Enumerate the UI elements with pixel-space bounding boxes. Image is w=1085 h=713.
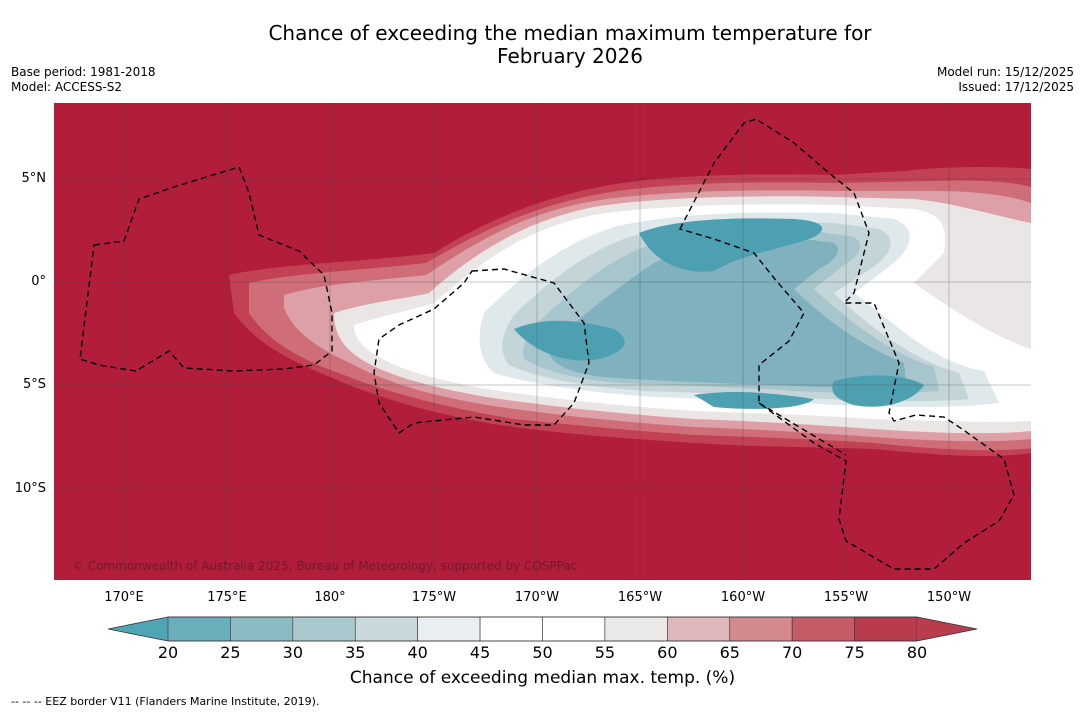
lon-tick-160w: 160°W <box>720 590 766 605</box>
metadata-right: Model run: 15/12/2025 Issued: 17/12/2025 <box>937 65 1074 95</box>
eez-phoenix <box>373 268 590 434</box>
lat-tick-5s: 5°S <box>22 377 46 392</box>
lat-tick-0: 0° <box>31 274 46 289</box>
colorbar-tick-40: 40 <box>407 643 428 662</box>
contour-20-south-2 <box>694 392 814 409</box>
lon-tick-155w: 155°W <box>823 590 869 605</box>
base-period: Base period: 1981-2018 <box>11 65 156 79</box>
colorbar-bin-45-50 <box>479 616 543 642</box>
lat-tick-5n: 5°N <box>21 171 47 186</box>
colorbar-label: Chance of exceeding median max. temp. (%… <box>349 668 736 688</box>
colorbar-tick-50: 50 <box>532 643 553 662</box>
colorbar-bin-70-75 <box>791 616 855 642</box>
map-panel: © Commonwealth of Australia 2025, Bureau… <box>54 103 1031 580</box>
colorbar-high-extend <box>917 617 977 641</box>
contour-25 <box>549 239 906 388</box>
title-line-2: February 2026 <box>497 44 643 68</box>
colorbar-tick-20: 20 <box>157 643 179 662</box>
colorbar-bin-75-80 <box>854 616 918 642</box>
colorbar <box>107 616 978 642</box>
copyright-notice: © Commonwealth of Australia 2025, Bureau… <box>72 559 577 573</box>
colorbar-bin-35-40 <box>354 616 418 642</box>
title-line-1: Chance of exceeding the median maximum t… <box>268 21 872 45</box>
colorbar-tick-80: 80 <box>906 643 928 662</box>
lon-tick-175e: 175°E <box>207 590 247 605</box>
model-run: Model run: 15/12/2025 <box>936 65 1074 79</box>
colorbar-tick-55: 55 <box>594 643 616 662</box>
colorbar-bin-25-30 <box>230 616 294 642</box>
eez-borders <box>79 118 1015 570</box>
eez-polynesia-link <box>758 402 847 456</box>
colorbar-tick-25: 25 <box>220 643 241 662</box>
colorbar-tick-30: 30 <box>282 643 303 662</box>
colorbar-bin-50-55 <box>542 616 606 642</box>
colorbar-tick-75: 75 <box>844 643 865 662</box>
lon-tick-170e: 170°E <box>104 590 144 605</box>
colorbar-tick-45: 45 <box>469 643 491 662</box>
colorbar-outline <box>107 616 978 642</box>
map-title: Chance of exceeding the median maximum t… <box>0 22 1085 68</box>
contour-20-south <box>514 320 625 361</box>
lon-tick-170w: 170°W <box>514 590 560 605</box>
colorbar-tick-35: 35 <box>345 643 366 662</box>
contour-20-east <box>832 375 924 407</box>
lon-tick-150w: 150°W <box>926 590 972 605</box>
lat-tick-10s: 10°S <box>14 481 46 496</box>
eez-tuvalu-kiribati-west <box>79 166 333 372</box>
eez-legend-note: -- -- -- EEZ border V11 (Flanders Marine… <box>11 695 320 708</box>
issued-date: Issued: 17/12/2025 <box>958 80 1074 94</box>
metadata-left: Base period: 1981-2018 Model: ACCESS-S2 <box>11 65 156 95</box>
colorbar-bin-60-65 <box>667 616 731 642</box>
contour-20-north <box>639 218 823 272</box>
colorbar-bin-40-45 <box>417 616 481 642</box>
colorbar-tick-65: 65 <box>719 643 740 662</box>
colorbar-tick-60: 60 <box>657 643 678 662</box>
lon-tick-175w: 175°W <box>411 590 457 605</box>
lon-tick-165w: 165°W <box>617 590 663 605</box>
colorbar-tick-70: 70 <box>781 643 803 662</box>
model-name: Model: ACCESS-S2 <box>11 80 123 94</box>
graticule <box>54 103 1031 580</box>
colorbar-bin-30-35 <box>292 616 356 642</box>
colorbar-bin-55-60 <box>604 616 668 642</box>
colorbar-bin-65-70 <box>729 616 793 642</box>
lon-tick-180: 180° <box>314 590 346 605</box>
colorbar-bin-20-25 <box>167 616 231 642</box>
colorbar-low-extend <box>108 617 168 641</box>
